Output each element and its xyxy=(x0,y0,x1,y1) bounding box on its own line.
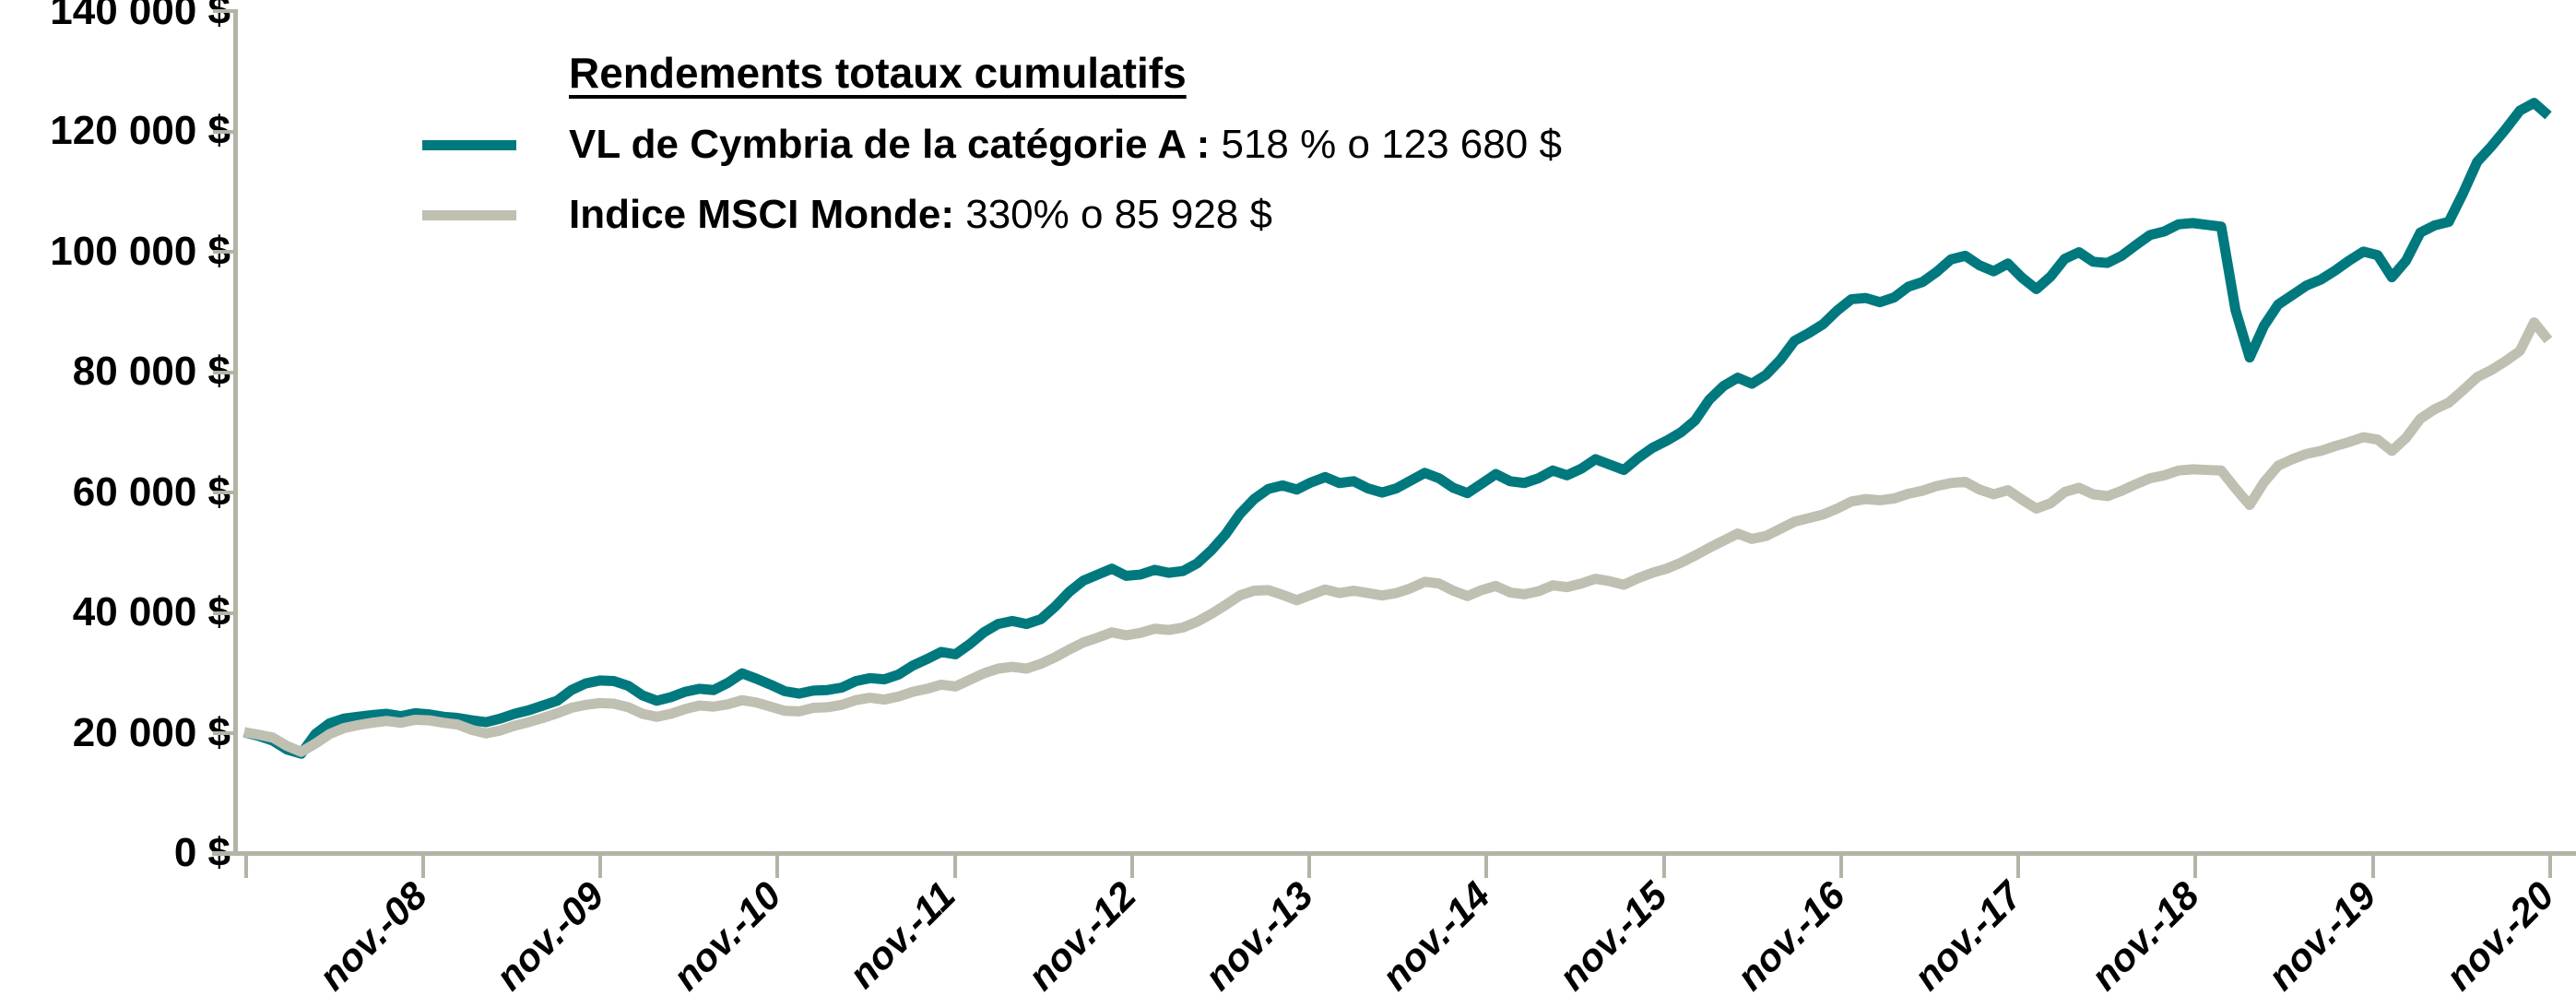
y-axis-tick-label: 40 000 $ xyxy=(72,589,230,634)
legend-swatch-cymbria xyxy=(422,139,516,150)
y-axis-tick-label: 60 000 $ xyxy=(72,469,230,515)
y-axis-tick-mark xyxy=(213,9,233,13)
x-axis-tick-label: nov.-12 xyxy=(1019,873,1144,996)
x-axis-tick-label: nov.-19 xyxy=(2259,873,2384,996)
x-axis-tick-label: nov.-09 xyxy=(487,873,612,996)
y-axis-tick-label: 80 000 $ xyxy=(72,349,230,394)
x-axis-tick-mark xyxy=(1130,856,1134,878)
x-axis-line xyxy=(212,851,2576,856)
legend-item-cymbria: VL de Cymbria de la catégorie A : 518 % … xyxy=(422,122,1562,168)
x-axis-tick-mark xyxy=(1484,856,1488,878)
x-axis-tick-label: nov.-20 xyxy=(2437,873,2562,996)
x-axis-tick-label: nov.-16 xyxy=(1728,873,1853,996)
y-axis-tick-mark xyxy=(213,731,233,735)
y-axis-tick-mark xyxy=(213,491,233,494)
x-axis-tick-label: nov.-11 xyxy=(840,873,963,996)
x-axis-tick-label: nov.-14 xyxy=(1373,873,1498,996)
legend-swatch-msci xyxy=(422,209,516,220)
x-axis-tick-mark xyxy=(1662,856,1666,878)
x-axis-tick-label: nov.-13 xyxy=(1196,873,1321,996)
x-axis-tick-mark xyxy=(244,856,248,878)
x-axis-tick-mark xyxy=(421,856,425,878)
series-line xyxy=(243,317,2553,757)
y-axis-tick-mark xyxy=(213,611,233,615)
x-axis-tick-mark xyxy=(2371,856,2375,878)
legend: Rendements totaux cumulatifs VL de Cymbr… xyxy=(422,48,1562,238)
y-axis-tick-label: 140 000 $ xyxy=(50,0,230,33)
legend-label-msci: Indice MSCI Monde: 330% o 85 928 $ xyxy=(569,192,1272,238)
legend-title: Rendements totaux cumulatifs xyxy=(569,49,1187,97)
x-axis-tick-mark xyxy=(953,856,957,878)
x-axis-tick-mark xyxy=(598,856,602,878)
y-axis-tick-mark xyxy=(213,371,233,374)
x-axis-tick-mark xyxy=(775,856,779,878)
x-axis-tick-label: nov.-10 xyxy=(664,873,789,996)
legend-label-msci-value: 330% o 85 928 $ xyxy=(954,192,1272,237)
x-axis-tick-mark xyxy=(2193,856,2197,878)
x-axis-tick-label: nov.-08 xyxy=(310,873,435,996)
legend-label-cymbria-value: 518 % o 123 680 $ xyxy=(1210,122,1562,167)
series-lines xyxy=(242,98,2553,759)
x-axis-tick-label: nov.-17 xyxy=(1905,873,2030,996)
y-axis-line xyxy=(233,9,238,853)
x-axis-tick-mark xyxy=(1307,856,1311,878)
x-axis-tick-label: nov.-15 xyxy=(1550,873,1675,996)
legend-label-msci-lead: Indice MSCI Monde: xyxy=(569,192,954,237)
plot-area xyxy=(233,9,2576,853)
x-axis-tick-label: nov.-18 xyxy=(2082,873,2207,996)
legend-label-cymbria-lead: VL de Cymbria de la catégorie A : xyxy=(569,122,1211,167)
y-axis-tick-label: 120 000 $ xyxy=(50,108,230,153)
y-axis-tick-label: 20 000 $ xyxy=(72,710,230,755)
x-axis-tick-mark xyxy=(2016,856,2020,878)
x-axis-tick-mark xyxy=(1839,856,1843,878)
legend-label-cymbria: VL de Cymbria de la catégorie A : 518 % … xyxy=(569,122,1562,168)
x-axis-tick-mark xyxy=(2548,856,2552,878)
series-line xyxy=(242,98,2552,759)
legend-item-msci: Indice MSCI Monde: 330% o 85 928 $ xyxy=(422,192,1562,238)
y-axis-tick-mark xyxy=(213,130,233,134)
y-axis-tick-mark xyxy=(213,250,233,254)
y-axis-tick-label: 0 $ xyxy=(173,830,230,875)
y-axis-tick-label: 100 000 $ xyxy=(50,229,230,274)
